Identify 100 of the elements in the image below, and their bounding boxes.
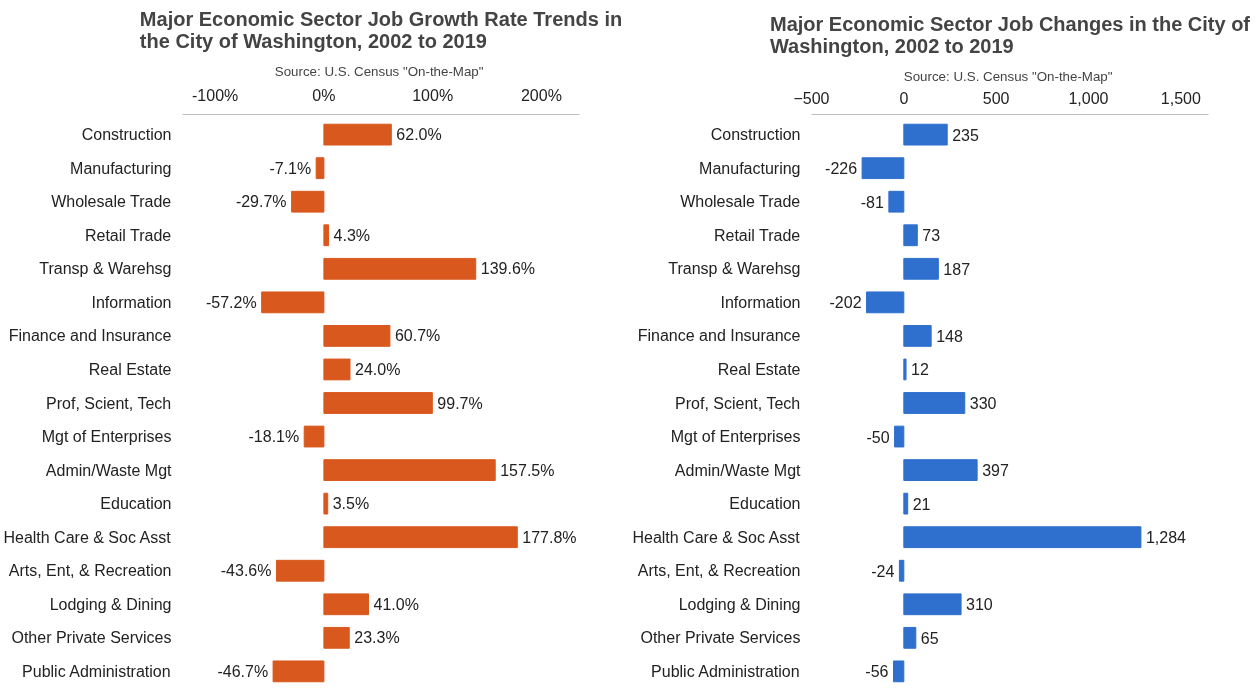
y-tick-label: Other Private Services	[11, 629, 172, 647]
data-label: -50	[866, 428, 890, 446]
y-tick-label: Public Administration	[651, 662, 800, 680]
bar	[323, 325, 391, 347]
chart-title: Major Economic Sector Job Changes in the City of Washington, 2002 to 2019	[769, 12, 1251, 57]
y-tick-label: Finance and Insurance	[637, 327, 801, 345]
y-tick-label: Education	[729, 495, 801, 513]
data-label: 3.5%	[332, 495, 370, 513]
y-tick-label: Manufacturing	[70, 159, 172, 177]
bar	[323, 123, 392, 146]
bar	[903, 593, 962, 616]
bar	[323, 626, 350, 649]
x-tick-label: 0	[899, 89, 909, 107]
data-label: 65	[920, 629, 939, 647]
data-label: -226	[825, 160, 858, 178]
bar	[903, 526, 1142, 549]
data-label: -18.1%	[248, 428, 300, 446]
x-tick-label: −500	[793, 89, 830, 107]
bar	[894, 425, 905, 448]
y-tick-label: Lodging & Dining	[678, 595, 801, 613]
data-label: 99.7%	[437, 394, 483, 412]
y-tick-label: Real Estate	[88, 360, 172, 378]
bar	[323, 492, 329, 515]
data-label: 397	[982, 462, 1009, 480]
y-tick-label: Admin/Waste Mgt	[45, 461, 173, 479]
data-label: 24.0%	[355, 360, 401, 378]
y-tick-label: Lodging & Dining	[49, 595, 172, 613]
y-tick-label: Wholesale Trade	[680, 193, 801, 211]
bar	[323, 593, 369, 616]
x-tick-label: 0%	[312, 86, 336, 104]
y-tick-label: Wholesale Trade	[51, 193, 172, 211]
data-label: -24	[871, 562, 895, 580]
bar	[275, 559, 325, 582]
y-tick-label: Information	[91, 293, 172, 311]
y-tick-label: Construction	[710, 126, 801, 144]
bar	[892, 660, 905, 683]
chart-title: Major Economic Sector Job Growth Rate Trends in the City of Washington, 2002 to 2019	[139, 7, 623, 52]
bar	[866, 291, 905, 314]
data-label: 330	[969, 395, 997, 412]
data-label: 41.0%	[373, 595, 419, 613]
bar	[272, 660, 325, 683]
bar	[903, 224, 918, 247]
data-label: 60.7%	[394, 327, 441, 345]
x-tick-label: 500	[982, 89, 1010, 107]
data-label: 4.3%	[333, 226, 371, 244]
data-label: 1,284	[1145, 529, 1187, 547]
data-label: -43.6%	[220, 562, 272, 580]
y-tick-label: Transp & Warehsg	[668, 260, 801, 278]
bar	[903, 257, 939, 280]
y-tick-label: Manufacturing	[699, 159, 801, 177]
bar	[903, 358, 907, 381]
y-tick-label: Health Care & Soc Asst	[3, 528, 172, 546]
bar	[861, 157, 905, 180]
x-tick-label: 200%	[520, 86, 562, 104]
y-tick-label: Retail Trade	[84, 226, 172, 244]
data-label: -7.1%	[269, 159, 312, 177]
chart-subtitle: Source: U.S. Census "On-the-Map"	[274, 63, 484, 79]
bar	[323, 392, 433, 414]
bar	[261, 291, 325, 314]
data-label: -81	[860, 193, 884, 211]
x-tick-label: 100%	[412, 86, 454, 104]
y-tick-label: Arts, Ent, & Recreation	[8, 562, 172, 580]
bar	[291, 190, 325, 213]
bar	[323, 358, 351, 381]
y-tick-label: Finance and Insurance	[8, 327, 172, 345]
y-tick-label: Prof, Scient, Tech	[675, 394, 801, 412]
y-tick-label: Mgt of Enterprises	[41, 428, 172, 446]
y-tick-label: Health Care & Soc Asst	[632, 528, 801, 546]
data-label: -29.7%	[235, 193, 287, 211]
x-tick-label: 1,500	[1160, 89, 1201, 107]
y-tick-label: Construction	[81, 126, 172, 144]
data-label: -57.2%	[205, 293, 257, 311]
bar	[903, 459, 978, 481]
bar	[315, 157, 325, 180]
y-tick-label: Real Estate	[717, 360, 801, 378]
data-label: -56	[865, 663, 889, 681]
bar	[903, 626, 917, 649]
bar	[323, 224, 330, 247]
bar	[303, 425, 325, 448]
data-label: -46.7%	[217, 662, 269, 680]
bar	[323, 526, 518, 549]
bar	[323, 459, 496, 481]
data-label: 148	[936, 327, 963, 345]
y-tick-label: Other Private Services	[640, 629, 801, 647]
bar	[888, 190, 905, 213]
data-label: 177.8%	[522, 528, 577, 546]
data-label: 62.0%	[396, 126, 442, 144]
data-label: 157.5%	[500, 461, 555, 479]
y-tick-label: Information	[720, 293, 801, 311]
y-tick-label: Admin/Waste Mgt	[674, 461, 802, 479]
data-label: 21	[912, 495, 931, 513]
y-tick-label: Mgt of Enterprises	[670, 428, 801, 446]
data-label: 73	[922, 227, 941, 245]
bar	[323, 257, 477, 280]
data-label: -202	[829, 294, 862, 312]
x-tick-label: -100%	[192, 86, 239, 104]
data-label: 139.6%	[480, 260, 535, 278]
bar	[898, 559, 905, 582]
data-label: 310	[966, 596, 993, 614]
y-tick-label: Retail Trade	[713, 226, 801, 244]
